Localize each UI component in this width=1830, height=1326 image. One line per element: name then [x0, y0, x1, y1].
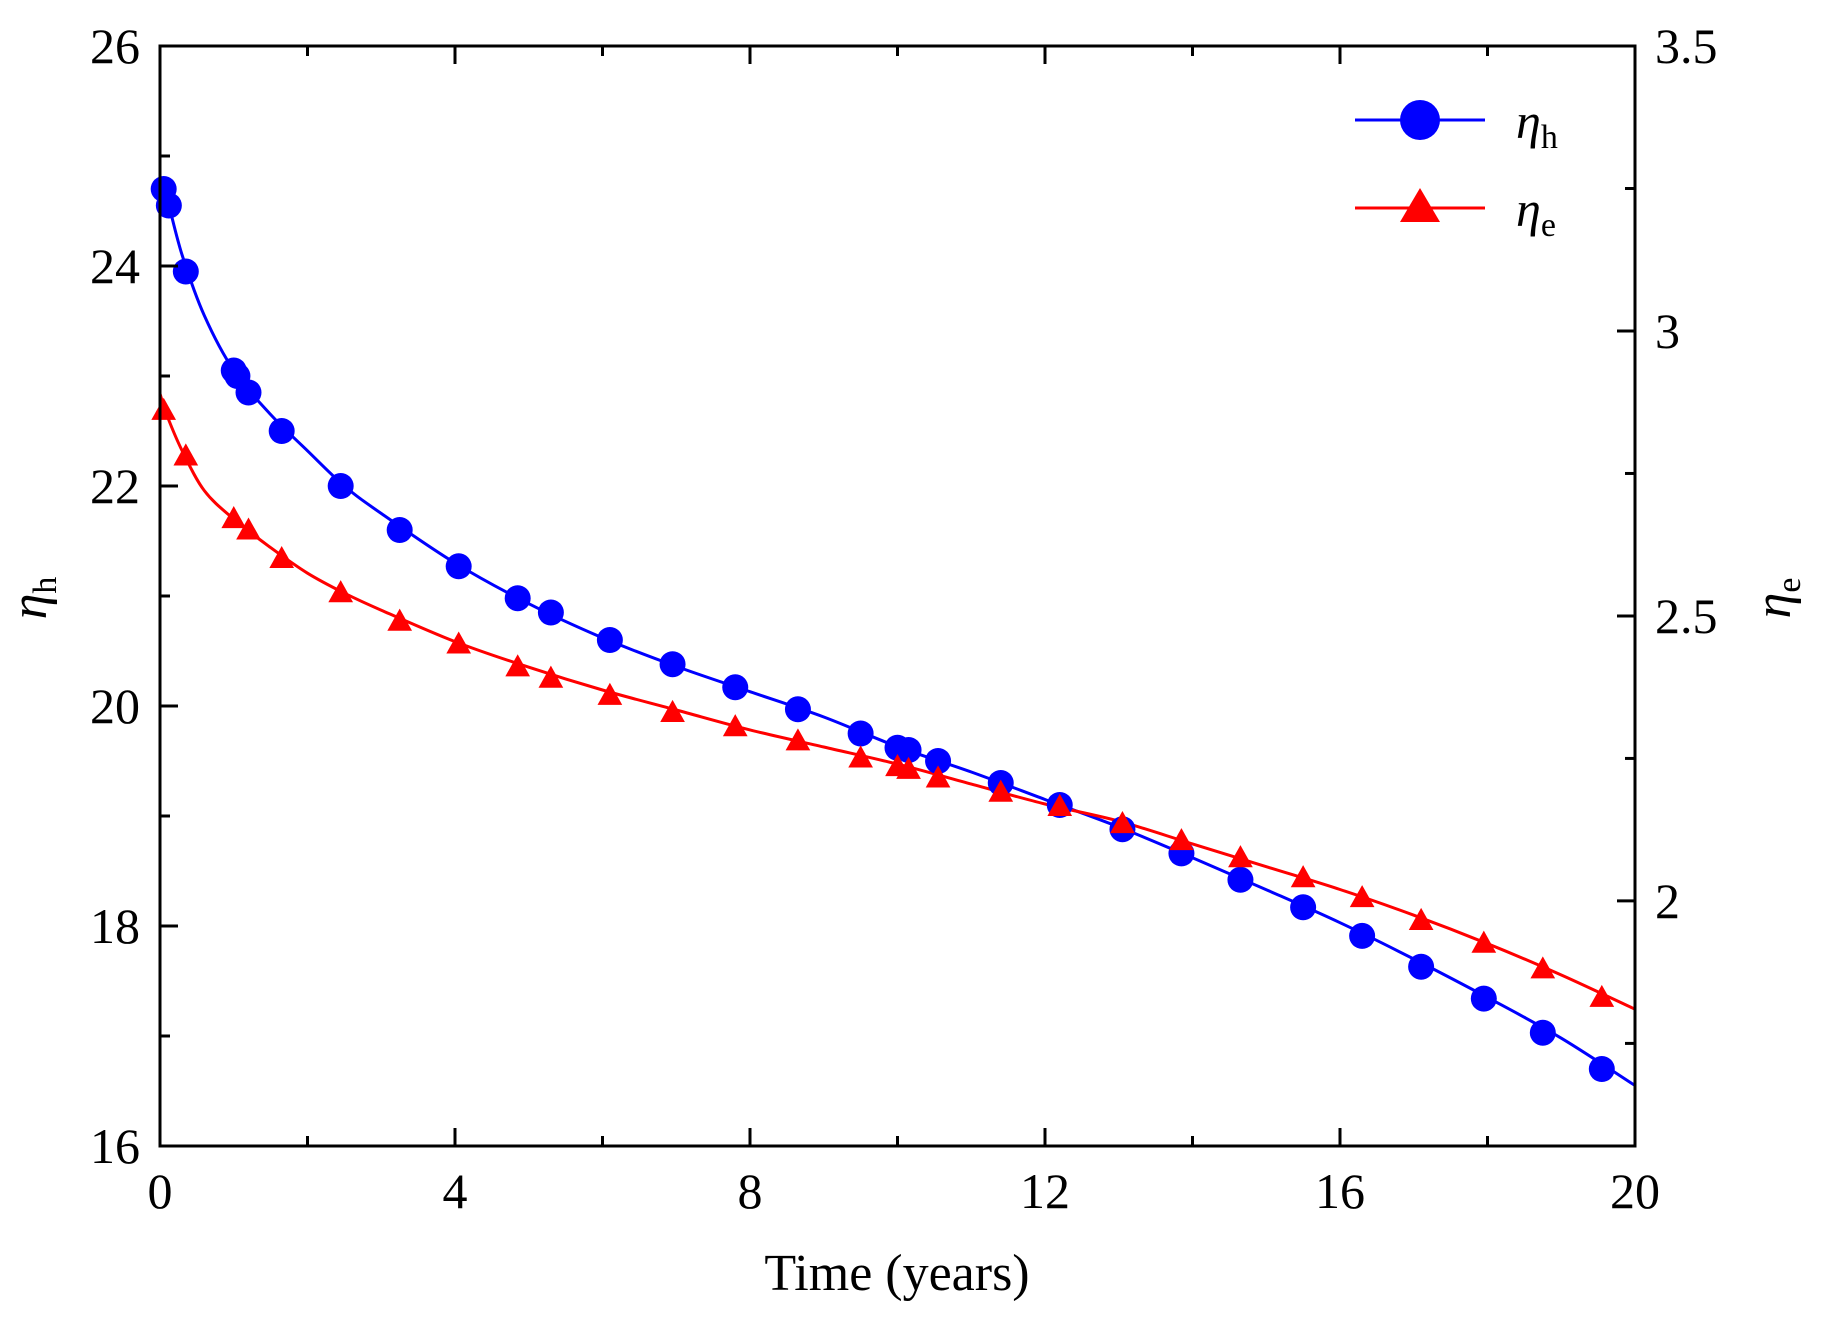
data-point-eta-h: [659, 651, 686, 678]
data-point-eta-e: [1349, 885, 1375, 908]
y-left-tick-label: 16: [90, 1118, 140, 1174]
data-point-eta-e: [1228, 845, 1253, 868]
data-point-eta-h: [847, 720, 874, 747]
data-point-eta-e: [660, 699, 685, 722]
y-right-tick-label: 2.5: [1655, 588, 1718, 644]
legend-label-eta-e: ηe: [1516, 181, 1556, 244]
data-point-eta-e: [387, 608, 413, 631]
data-point-eta-h: [895, 737, 922, 763]
y-right-axis-title: ηe: [1745, 578, 1808, 619]
legend-label-eta-h: ηh: [1516, 93, 1558, 156]
data-point-eta-e: [1530, 956, 1556, 979]
x-tick-label: 16: [1315, 1163, 1365, 1219]
y-right-tick-label: 2: [1655, 873, 1680, 929]
data-point-eta-h: [537, 599, 564, 626]
x-tick-label: 0: [148, 1163, 173, 1219]
data-point-eta-e: [1408, 907, 1434, 930]
data-point-eta-e: [236, 517, 261, 540]
data-point-eta-h: [596, 627, 623, 653]
series-line-eta-e: [160, 393, 1635, 1011]
data-point-eta-e: [505, 654, 531, 677]
data-point-eta-e: [722, 714, 748, 737]
series-line-eta-h: [160, 179, 1635, 1087]
data-point-eta-e: [269, 545, 295, 569]
y-left-axis-title: ηh: [1, 577, 64, 620]
legend: ηh ηe: [1355, 93, 1558, 244]
data-point-eta-h: [1408, 953, 1435, 980]
data-point-eta-e: [151, 397, 177, 420]
data-point-eta-h: [1290, 894, 1317, 921]
axis-tick-labels: 0 4 8 12 16 20 16 18 20 22 24 26 2 2.5 3 3.5: [90, 18, 1718, 1219]
data-point-eta-e: [173, 443, 199, 466]
data-point-eta-h: [1529, 1019, 1556, 1046]
data-point-eta-e: [1169, 828, 1194, 851]
data-point-eta-h: [235, 379, 262, 406]
data-point-eta-h: [1349, 922, 1376, 949]
y-right-tick-label: 3.5: [1655, 18, 1718, 74]
data-point-eta-e: [446, 631, 472, 654]
series-curves: [160, 179, 1635, 1087]
data-point-eta-e: [597, 682, 623, 705]
x-tick-label: 12: [1020, 1163, 1070, 1219]
data-point-eta-h: [1227, 866, 1254, 893]
data-point-eta-h: [155, 192, 182, 219]
data-point-eta-e: [1589, 984, 1615, 1007]
data-point-eta-h: [784, 696, 811, 723]
x-axis-title: Time (years): [764, 1245, 1029, 1302]
y-left-tick-label: 22: [90, 458, 140, 514]
data-point-eta-h: [445, 553, 472, 580]
y-right-tick-label: 3: [1655, 303, 1680, 359]
data-point-eta-h: [504, 585, 531, 612]
data-point-eta-h: [925, 748, 952, 774]
data-point-eta-e: [1290, 865, 1316, 888]
data-point-eta-e: [221, 506, 247, 529]
data-point-eta-e: [848, 745, 873, 768]
y-left-tick-label: 18: [90, 898, 140, 954]
x-tick-label: 20: [1610, 1163, 1660, 1219]
data-point-eta-h: [1470, 985, 1497, 1012]
data-point-eta-e: [988, 779, 1014, 802]
legend-marker-eta-h: [1400, 100, 1440, 140]
data-point-eta-e: [538, 665, 564, 688]
x-tick-label: 8: [738, 1163, 763, 1219]
data-point-eta-h: [327, 473, 354, 499]
data-point-eta-h: [172, 258, 199, 285]
data-point-eta-h: [268, 418, 295, 444]
legend-marker-eta-e: [1400, 188, 1440, 222]
data-point-eta-e: [1471, 930, 1497, 953]
data-point-eta-e: [1110, 810, 1135, 834]
data-point-eta-h: [386, 517, 413, 543]
y-left-tick-label: 24: [90, 238, 140, 294]
series-markers: [150, 176, 1615, 1082]
data-point-eta-h: [722, 674, 749, 701]
data-point-eta-e: [925, 765, 951, 788]
data-point-eta-e: [785, 728, 811, 751]
data-point-eta-e: [328, 580, 354, 603]
data-point-eta-h: [1588, 1056, 1615, 1082]
x-tick-label: 4: [443, 1163, 468, 1219]
y-left-tick-label: 26: [90, 18, 140, 74]
axis-ticks: [158, 44, 1637, 1148]
data-point-eta-e: [896, 756, 921, 779]
data-point-eta-e: [1047, 793, 1073, 816]
y-left-tick-label: 20: [90, 678, 140, 734]
